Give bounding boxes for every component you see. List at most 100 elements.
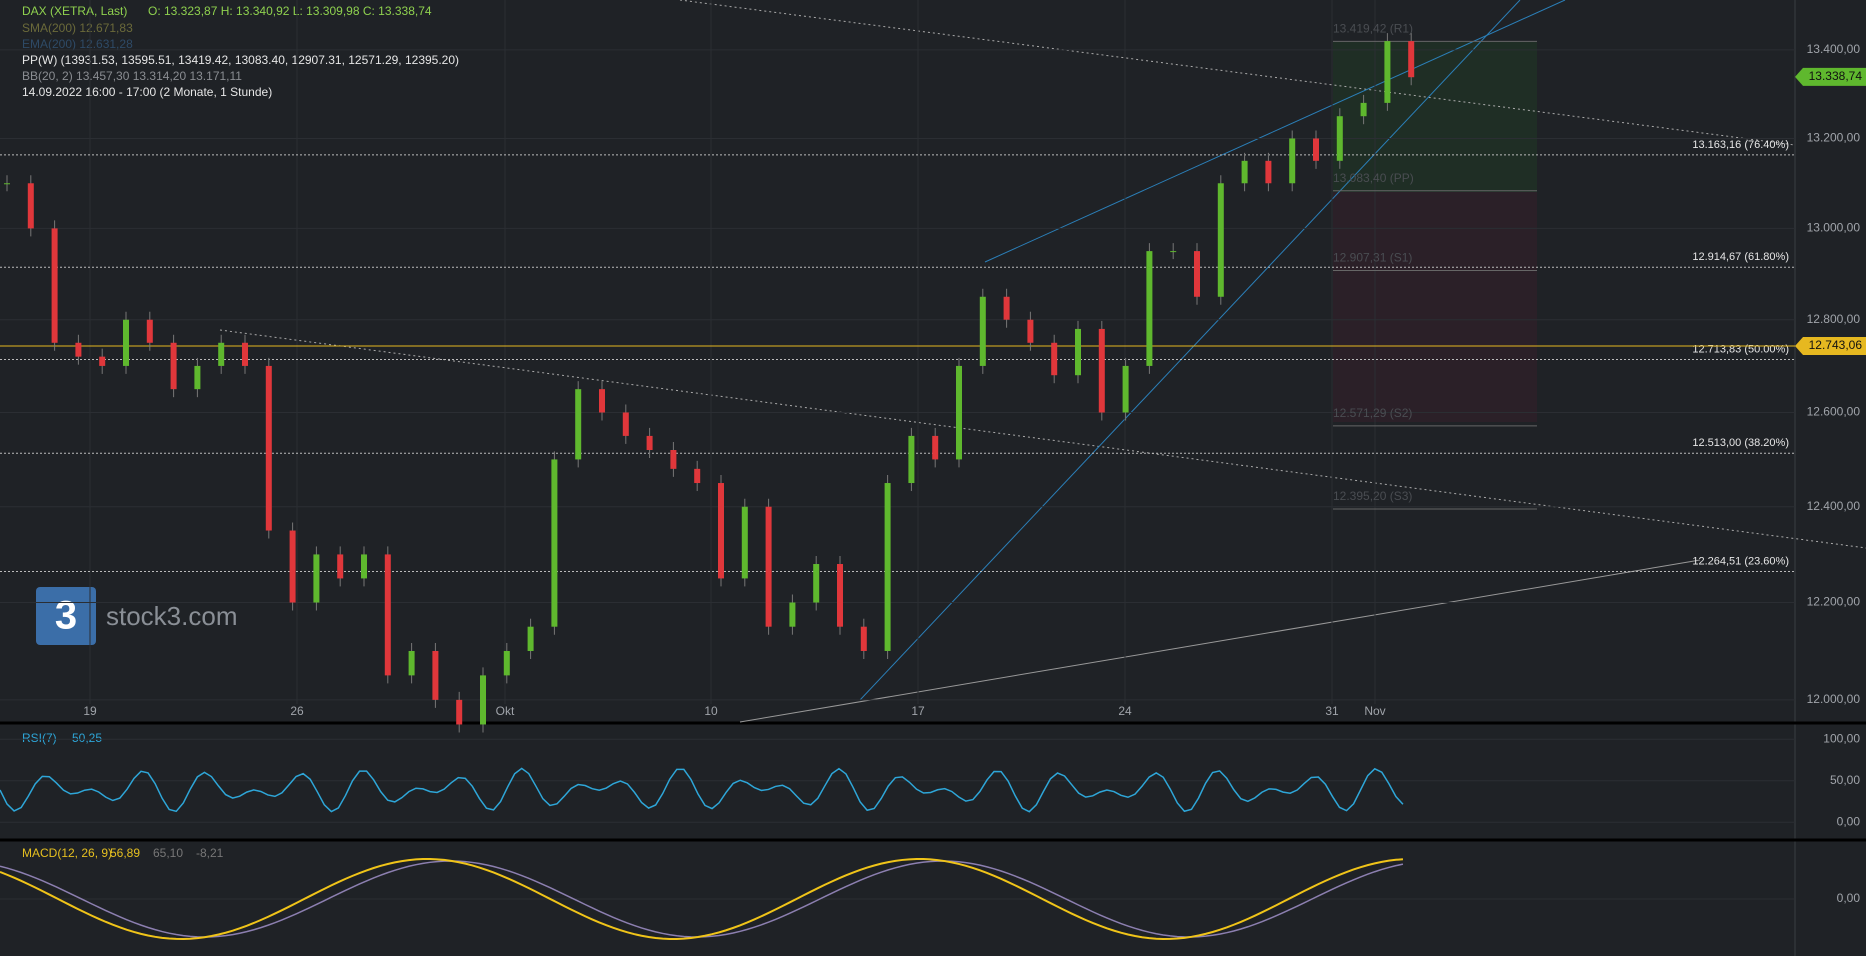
candle [837, 564, 843, 627]
rsi-tick-label: 50,00 [1830, 773, 1860, 787]
candle [194, 365, 201, 390]
ohlc: O: 13.323,87 H: 13.340,92 L: 13.309,98 C… [148, 4, 432, 18]
marker-price-tag [1795, 336, 1866, 355]
candle [1360, 102, 1367, 117]
last-price-label: 13.338,74 [1809, 69, 1863, 83]
channel-line [859, 0, 1521, 701]
y-tick-label: 13.200,00 [1807, 131, 1861, 145]
candle [1289, 138, 1296, 184]
x-tick-label: 24 [1118, 704, 1132, 718]
candle [1194, 251, 1200, 297]
candle [646, 435, 653, 451]
x-tick-label: 17 [911, 704, 925, 718]
candle [123, 319, 129, 366]
rsi-tick-label: 100,00 [1823, 731, 1860, 745]
target-zone [1333, 42, 1537, 192]
candle [551, 459, 558, 627]
candle [860, 626, 867, 651]
candle [313, 554, 320, 603]
macd-value: 56,89 [110, 846, 140, 860]
logo-text: stock3.com [106, 601, 238, 631]
logo-mark: 3 [55, 594, 77, 638]
ema: EMA(200) 12.631,28 [22, 37, 133, 51]
candle [1408, 41, 1415, 78]
pivot-label: 13.083,40 (PP) [1333, 171, 1414, 185]
candle [1384, 41, 1391, 103]
stop-zone [1333, 192, 1537, 422]
candle [4, 183, 10, 185]
candle [289, 530, 296, 603]
rsi-value: 50,25 [72, 731, 102, 745]
candle [432, 650, 439, 700]
fib-label: 12.713,83 (50.00%) [1692, 343, 1789, 355]
x-tick-label: Okt [496, 704, 515, 718]
rsi-line [0, 767, 1404, 813]
last-price-tag [1795, 67, 1866, 86]
candle [456, 699, 463, 725]
candle [1122, 365, 1129, 413]
candle [27, 183, 34, 229]
trend-line [739, 559, 1701, 723]
macd-tick-label: 0,00 [1837, 891, 1861, 905]
candle [51, 228, 58, 343]
candle [741, 506, 748, 579]
pivot-points: PP(W) (13931.53, 13595.51, 13419.42, 130… [22, 53, 459, 67]
candle [1313, 138, 1319, 161]
candle [813, 564, 820, 603]
candle [170, 342, 177, 390]
candle [765, 506, 772, 627]
fib-label: 12.513,00 (38.20%) [1692, 437, 1789, 449]
candle [718, 483, 724, 579]
pivot-label: 12.395,20 (S3) [1333, 489, 1412, 503]
candle [1265, 160, 1272, 184]
y-tick-label: 12.000,00 [1807, 692, 1861, 706]
candle [527, 626, 534, 651]
candle [384, 554, 391, 676]
candle [599, 389, 605, 413]
fib-label: 12.914,67 (61.80%) [1692, 251, 1789, 263]
candle [884, 483, 891, 651]
pivot-label: 12.907,31 (S1) [1333, 251, 1412, 265]
macd-label: MACD(12, 26, 9) [22, 846, 112, 860]
candle [75, 342, 82, 357]
candle [932, 435, 939, 460]
marker-price-label: 12.743,06 [1809, 338, 1863, 352]
candle [956, 365, 962, 460]
candle [408, 650, 415, 676]
candle [1241, 160, 1248, 184]
candle [1098, 328, 1105, 413]
x-tick-label: 26 [290, 704, 304, 718]
symbol: DAX (XETRA, Last) [22, 4, 127, 18]
macd-hist: -8,21 [196, 846, 224, 860]
candle [908, 435, 915, 484]
candle [1170, 251, 1177, 253]
bollinger: BB(20, 2) 13.457,30 13.314,20 13.171,11 [22, 69, 242, 83]
candle [1075, 328, 1081, 376]
candle [242, 342, 248, 366]
candle [337, 554, 344, 579]
rsi-label: RSI(7) [22, 731, 57, 745]
candle [146, 319, 153, 343]
y-tick-label: 12.600,00 [1807, 405, 1861, 419]
macd-line [0, 858, 1404, 940]
x-tick-label: Nov [1364, 704, 1385, 718]
candle [1217, 183, 1224, 297]
y-tick-label: 12.400,00 [1807, 499, 1861, 513]
macd-signal: 65,10 [153, 846, 183, 860]
candle [979, 296, 986, 366]
fib-label: 12.264,51 (23.60%) [1692, 555, 1789, 567]
candle [1146, 251, 1153, 366]
sma: SMA(200) 12.671,83 [22, 21, 133, 35]
candle [694, 468, 701, 484]
x-tick-label: 19 [83, 704, 97, 718]
candle [670, 450, 677, 469]
time-range: 14.09.2022 16:00 - 17:00 (2 Monate, 1 St… [22, 85, 272, 99]
candle [622, 412, 629, 436]
rsi-tick-label: 0,00 [1837, 814, 1861, 828]
channel-line [984, 0, 1566, 263]
candle [789, 602, 796, 627]
candle [1027, 319, 1034, 343]
candle [265, 365, 272, 531]
x-tick-label: 31 [1325, 704, 1339, 718]
